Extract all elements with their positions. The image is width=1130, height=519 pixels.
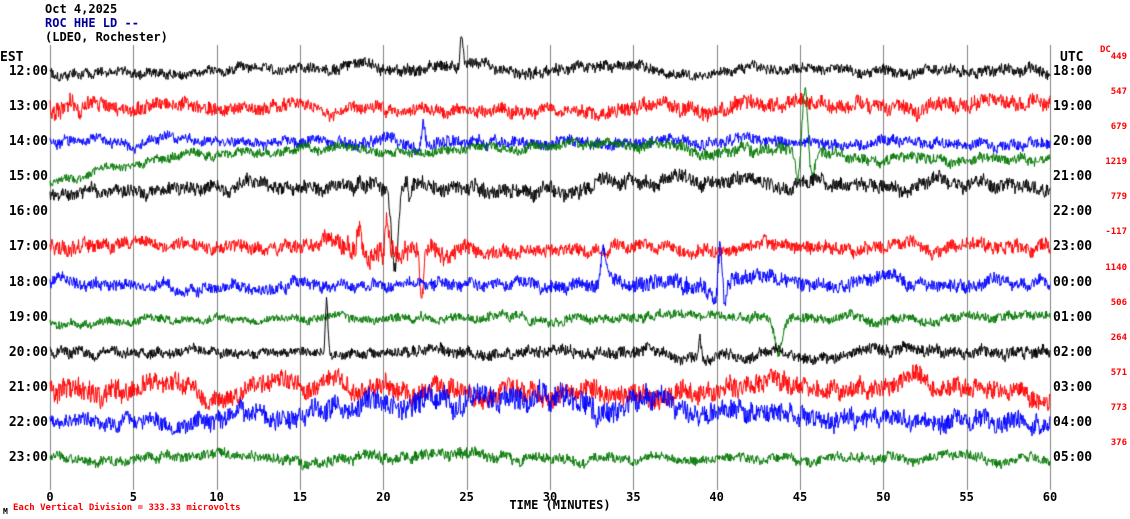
est-label-14:00: 14:00 <box>8 134 48 150</box>
utc-label-04:00: 04:00 <box>1053 414 1093 430</box>
est-label-23:00: 23:00 <box>8 449 48 465</box>
x-tick-30: 30 <box>542 490 558 504</box>
utc-label-05:00: 05:00 <box>1053 449 1093 465</box>
dc-value-04:00: 773 <box>1110 402 1127 413</box>
est-label-17:00: 17:00 <box>8 239 48 255</box>
utc-label-00:00: 00:00 <box>1053 274 1093 290</box>
x-tick-50: 50 <box>876 490 891 504</box>
right-axis-label: UTC <box>1060 50 1084 65</box>
utc-label-18:00: 18:00 <box>1053 64 1093 79</box>
utc-label-22:00: 22:00 <box>1053 204 1093 220</box>
x-tick-10: 10 <box>209 490 224 504</box>
utc-label-21:00: 21:00 <box>1053 169 1093 185</box>
dc-value-03:00: 571 <box>1110 367 1127 378</box>
utc-label-01:00: 01:00 <box>1053 309 1093 325</box>
dc-value-02:00: 264 <box>1110 332 1127 343</box>
est-label-21:00: 21:00 <box>8 379 48 395</box>
utc-label-19:00: 19:00 <box>1053 99 1093 115</box>
est-label-13:00: 13:00 <box>8 99 48 115</box>
utc-label-23:00: 23:00 <box>1053 239 1093 255</box>
x-tick-45: 45 <box>792 490 808 504</box>
est-label-22:00: 22:00 <box>8 414 48 430</box>
utc-label-02:00: 02:00 <box>1053 344 1093 360</box>
est-label-19:00: 19:00 <box>8 309 48 325</box>
dc-value-20:00: 679 <box>1110 122 1127 133</box>
dc-value-23:00: -117 <box>1105 227 1127 238</box>
x-tick-35: 35 <box>626 490 641 504</box>
dc-value-19:00: 547 <box>1110 87 1127 98</box>
x-tick-20: 20 <box>376 490 391 504</box>
watermark: M <box>3 507 8 516</box>
dc-axis-label: DC <box>1100 45 1111 55</box>
est-label-20:00: 20:00 <box>8 344 48 360</box>
utc-label-03:00: 03:00 <box>1053 379 1093 395</box>
est-label-18:00: 18:00 <box>8 274 48 290</box>
utc-label-20:00: 20:00 <box>1053 134 1093 150</box>
x-tick-15: 15 <box>292 490 308 504</box>
scale-note: Each Vertical Division = 333.33 microvol… <box>13 503 241 513</box>
est-label-12:00: 12:00 <box>8 64 48 79</box>
left-axis-label: EST <box>0 50 24 65</box>
dc-value-01:00: 506 <box>1110 297 1127 308</box>
x-tick-60: 60 <box>1042 490 1058 504</box>
x-tick-5: 5 <box>129 490 137 504</box>
x-tick-25: 25 <box>459 490 474 504</box>
header-station: ROC HHE LD -- <box>45 16 139 30</box>
x-tick-0: 0 <box>46 490 54 504</box>
header-date: Oct 4,2025 <box>45 2 118 16</box>
dc-value-22:00: 779 <box>1110 192 1127 203</box>
est-label-15:00: 15:00 <box>8 169 48 185</box>
est-label-16:00: 16:00 <box>8 204 48 220</box>
x-axis-title: TIME (MINUTES) <box>509 498 611 512</box>
header: Oct 4,2025 ROC HHE LD -- (LDEO, Rocheste… <box>45 2 168 44</box>
x-tick-40: 40 <box>709 490 724 504</box>
x-tick-55: 55 <box>959 490 974 504</box>
dc-value-18:00: 449 <box>1110 52 1127 62</box>
dc-value-05:00: 376 <box>1110 437 1127 448</box>
header-location: (LDEO, Rochester) <box>45 30 168 44</box>
dc-value-00:00: 1140 <box>1105 262 1127 273</box>
dc-value-21:00: 1219 <box>1105 157 1127 168</box>
